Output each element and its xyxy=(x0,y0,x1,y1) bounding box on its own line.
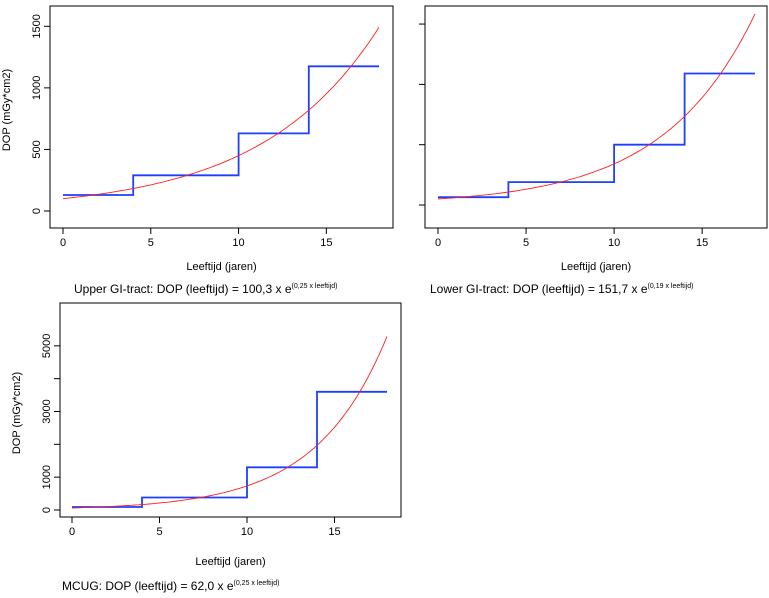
x-tick-label: 5 xyxy=(148,237,154,249)
y-tick-label: 1500 xyxy=(31,14,43,38)
step-line xyxy=(438,72,755,199)
caption-mcug: MCUG: DOP (leeftijd) = 62,0 x e(0,25 x l… xyxy=(62,579,279,593)
x-axis-label: Leeftijd (jaren) xyxy=(561,261,631,273)
chart-upper-gi: 0 5 10 15 0 500 1000 1500 Leeftijd (jaren) DOP (m… xyxy=(1,5,394,273)
x-tick-label: 10 xyxy=(232,237,244,249)
x-tick-label: 0 xyxy=(60,237,66,249)
x-tick-label: 10 xyxy=(608,237,620,249)
y-tick-label: 0 xyxy=(31,208,43,214)
plot-frame xyxy=(49,5,394,229)
fit-curve xyxy=(437,13,756,200)
fit-curve xyxy=(71,336,388,509)
y-tick-label: 1000 xyxy=(31,76,43,100)
step-line xyxy=(63,65,379,196)
caption-lower-gi-main: Lower GI-tract: DOP (leeftijd) = 151,7 x… xyxy=(430,282,648,296)
plot-frame xyxy=(424,5,768,229)
step-line xyxy=(72,390,387,508)
y-tick-label: 0 xyxy=(41,507,53,513)
caption-mcug-main: MCUG: DOP (leeftijd) = 62,0 x e xyxy=(62,579,234,593)
x-tick-label: 5 xyxy=(156,526,162,538)
x-axis-label: Leeftijd (jaren) xyxy=(186,261,256,273)
x-tick-label: 5 xyxy=(523,237,529,249)
caption-lower-gi-exponent: (0,19 x leeftijd) xyxy=(647,283,694,290)
x-tick-label: 15 xyxy=(328,526,340,538)
y-tick-label: 1000 xyxy=(41,465,53,489)
y-tick-label: 5000 xyxy=(41,334,53,358)
x-tick-label: 15 xyxy=(696,237,708,249)
chart-lower-gi: 0 5 10 15 Leeftijd (jaren) xyxy=(419,5,768,273)
y-axis-label: DOP (mGy*cm2) xyxy=(1,69,13,151)
caption-mcug-exponent: (0,25 x leeftijd) xyxy=(233,580,280,587)
y-tick-label: 500 xyxy=(31,140,43,158)
plot-frame xyxy=(59,302,402,518)
fit-curve xyxy=(62,26,380,200)
x-tick-label: 10 xyxy=(241,526,253,538)
x-tick-label: 0 xyxy=(69,526,75,538)
y-axis-label: DOP (mGy*cm2) xyxy=(11,372,23,454)
chart-mcug: 0 5 10 15 0 1000 3000 5000 Leeftijd (jaren) DOP (… xyxy=(11,302,402,568)
caption-lower-gi: Lower GI-tract: DOP (leeftijd) = 151,7 x… xyxy=(430,282,693,296)
x-tick-label: 0 xyxy=(435,237,441,249)
caption-upper-gi-exponent: (0,25 x leeftijd) xyxy=(291,283,338,290)
caption-upper-gi-main: Upper GI-tract: DOP (leeftijd) = 100,3 x… xyxy=(74,282,292,296)
caption-upper-gi: Upper GI-tract: DOP (leeftijd) = 100,3 x… xyxy=(74,282,337,296)
x-axis-label: Leeftijd (jaren) xyxy=(195,556,265,568)
y-tick-label: 3000 xyxy=(41,399,53,423)
x-tick-label: 15 xyxy=(320,237,332,249)
